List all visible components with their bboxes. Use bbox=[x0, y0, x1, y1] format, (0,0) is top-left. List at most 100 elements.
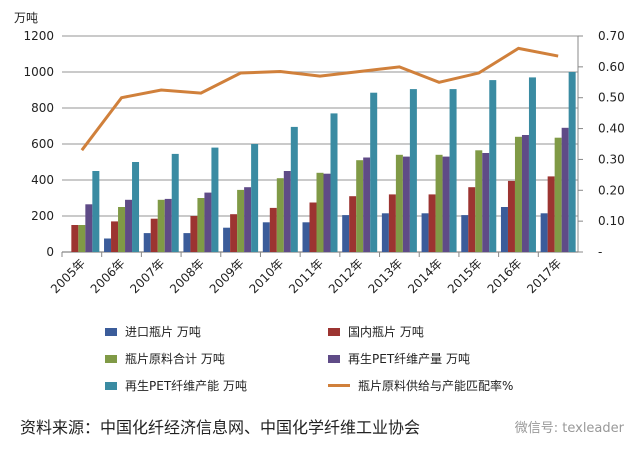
bar bbox=[111, 221, 119, 252]
source-note: 资料来源：中国化纤经济信息网、中国化学纤维工业协会 bbox=[20, 418, 421, 437]
bar bbox=[150, 218, 158, 252]
legend-label: 进口瓶片 万吨 bbox=[125, 325, 201, 339]
bar bbox=[540, 213, 548, 252]
bar bbox=[449, 89, 457, 252]
chart-container: 万吨 0 200 400 600 800 1000 1200 - 0.10 0.20 0.30 0.40… bbox=[0, 11, 642, 439]
legend-item: 瓶片原料供给与产能匹配率% bbox=[328, 372, 642, 399]
x-tick-label: 2015年 bbox=[445, 256, 485, 296]
legend: 进口瓶片 万吨 国内瓶片 万吨 瓶片原料合计 万吨 再生PET纤维产量 万吨 再生PET… bbox=[0, 318, 642, 399]
y-tick-label: 1200 bbox=[23, 29, 54, 43]
bar bbox=[223, 227, 231, 252]
y-tick-label: 1000 bbox=[23, 65, 54, 79]
legend-item: 再生PET纤维产能 万吨 bbox=[105, 372, 328, 399]
bar bbox=[237, 189, 245, 252]
y-tick-label: 0 bbox=[46, 245, 54, 259]
bar bbox=[435, 154, 443, 252]
bar bbox=[183, 233, 191, 252]
y2-tick-label: 0.50 bbox=[598, 91, 625, 105]
bar bbox=[500, 207, 508, 252]
legend-swatch bbox=[328, 354, 340, 363]
legend-label: 再生PET纤维产量 万吨 bbox=[348, 352, 470, 366]
bar bbox=[402, 156, 410, 252]
x-tick-label: 2008年 bbox=[167, 256, 207, 296]
bar bbox=[78, 225, 86, 252]
bar bbox=[442, 156, 450, 252]
bar bbox=[356, 160, 364, 252]
legend-swatch bbox=[105, 327, 117, 336]
x-tick-label: 2010年 bbox=[246, 256, 286, 296]
y2-tick-label: 0.10 bbox=[598, 214, 625, 228]
bar bbox=[244, 187, 252, 252]
y2-tick-label: 0.20 bbox=[598, 183, 625, 197]
bar bbox=[475, 150, 483, 252]
bar bbox=[197, 198, 205, 252]
y2-tick-label: 0.70 bbox=[598, 29, 625, 43]
bar bbox=[316, 172, 324, 252]
bar bbox=[104, 238, 112, 252]
x-tick-label: 2005年 bbox=[48, 256, 88, 296]
x-tick-label: 2017年 bbox=[524, 256, 564, 296]
bar bbox=[461, 215, 469, 252]
bar bbox=[554, 137, 562, 252]
bar bbox=[521, 135, 529, 252]
bar bbox=[251, 144, 259, 252]
bar bbox=[269, 207, 277, 252]
bar bbox=[395, 154, 403, 252]
bar bbox=[381, 213, 389, 252]
y-tick-label: 200 bbox=[31, 209, 54, 223]
legend-item: 再生PET纤维产量 万吨 bbox=[328, 345, 642, 372]
bar bbox=[489, 80, 497, 252]
bar bbox=[363, 157, 371, 252]
bar bbox=[330, 113, 338, 253]
legend-swatch bbox=[328, 327, 340, 336]
bar bbox=[421, 213, 429, 252]
bar bbox=[190, 216, 198, 252]
bar bbox=[547, 176, 555, 252]
bar bbox=[370, 92, 378, 252]
bar bbox=[92, 171, 100, 252]
bar bbox=[528, 77, 536, 253]
bar bbox=[482, 153, 490, 252]
bar bbox=[211, 147, 219, 252]
y-axis-unit: 万吨 bbox=[14, 11, 38, 25]
legend-item: 进口瓶片 万吨 bbox=[105, 318, 328, 345]
x-tick-label: 2016年 bbox=[485, 256, 525, 296]
bar bbox=[204, 192, 212, 252]
x-tick-label: 2012年 bbox=[326, 256, 366, 296]
bar bbox=[125, 199, 133, 252]
bar bbox=[309, 202, 317, 252]
bar bbox=[323, 173, 331, 252]
bar bbox=[290, 126, 298, 252]
bar bbox=[71, 225, 79, 252]
legend-item: 瓶片原料合计 万吨 bbox=[105, 345, 328, 372]
bar bbox=[302, 222, 310, 252]
bar bbox=[143, 233, 151, 252]
bar bbox=[514, 136, 522, 252]
bar bbox=[409, 89, 417, 252]
bar bbox=[507, 180, 515, 252]
bar bbox=[85, 204, 93, 252]
legend-swatch bbox=[328, 384, 350, 387]
x-tick-label: 2006年 bbox=[88, 256, 128, 296]
x-tick-label: 2007年 bbox=[127, 256, 167, 296]
bar bbox=[157, 199, 165, 252]
bar bbox=[342, 215, 350, 252]
footer: 资料来源：中国化纤经济信息网、中国化学纤维工业协会 微信号: texleader bbox=[0, 413, 642, 439]
bar bbox=[118, 207, 126, 252]
x-tick-label: 2013年 bbox=[366, 256, 406, 296]
y-tick-label: 400 bbox=[31, 173, 54, 187]
bar bbox=[561, 127, 569, 252]
legend-label: 瓶片原料合计 万吨 bbox=[125, 352, 225, 366]
x-tick-label: 2014年 bbox=[405, 256, 445, 296]
x-tick-label: 2011年 bbox=[286, 256, 326, 296]
watermark: 微信号: texleader bbox=[514, 420, 624, 436]
legend-label: 瓶片原料供给与产能匹配率% bbox=[358, 379, 514, 393]
y2-tick-label: - bbox=[598, 245, 602, 259]
bar bbox=[262, 222, 270, 252]
legend-label: 再生PET纤维产能 万吨 bbox=[125, 379, 247, 393]
bar bbox=[230, 214, 238, 252]
bar bbox=[468, 187, 476, 252]
bar bbox=[132, 162, 140, 252]
y2-tick-label: 0.60 bbox=[598, 60, 625, 74]
bar bbox=[349, 196, 357, 252]
